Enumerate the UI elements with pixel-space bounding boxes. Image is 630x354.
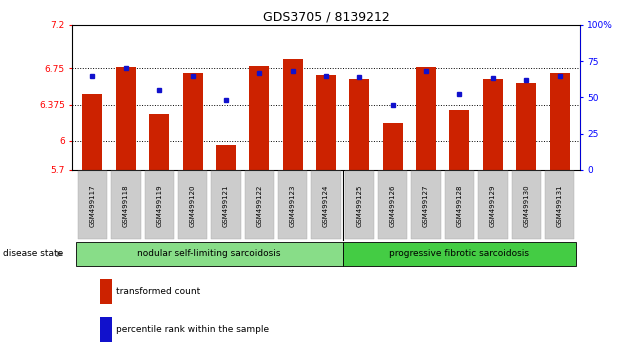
FancyBboxPatch shape [111,171,140,239]
Text: GSM499126: GSM499126 [390,184,396,227]
Text: GSM499122: GSM499122 [256,184,262,227]
Text: percentile rank within the sample: percentile rank within the sample [117,325,270,334]
FancyBboxPatch shape [76,242,343,266]
Text: GSM499118: GSM499118 [123,184,129,227]
FancyBboxPatch shape [411,171,441,239]
FancyBboxPatch shape [343,242,576,266]
FancyBboxPatch shape [545,171,575,239]
FancyBboxPatch shape [211,171,241,239]
FancyBboxPatch shape [178,171,207,239]
FancyBboxPatch shape [244,171,274,239]
Title: GDS3705 / 8139212: GDS3705 / 8139212 [263,11,389,24]
Text: GSM499124: GSM499124 [323,184,329,227]
Bar [549,73,570,170]
FancyBboxPatch shape [345,171,374,239]
Text: disease state: disease state [3,250,64,258]
Text: GSM499119: GSM499119 [156,184,162,227]
Bar [116,67,136,170]
Bar [316,75,336,170]
FancyBboxPatch shape [512,171,541,239]
Bar [183,73,203,170]
Text: transformed count: transformed count [117,287,200,296]
FancyBboxPatch shape [311,171,341,239]
Bar [350,79,369,170]
FancyBboxPatch shape [144,171,174,239]
FancyBboxPatch shape [77,171,107,239]
Bar [383,124,403,170]
FancyBboxPatch shape [478,171,508,239]
Text: GSM499130: GSM499130 [524,184,529,227]
Bar [449,110,469,170]
Text: GSM499117: GSM499117 [89,184,96,227]
FancyBboxPatch shape [378,171,408,239]
Bar [83,95,103,170]
Text: progressive fibrotic sarcoidosis: progressive fibrotic sarcoidosis [389,250,529,258]
Text: GSM499129: GSM499129 [490,184,496,227]
FancyBboxPatch shape [445,171,474,239]
Text: GSM499131: GSM499131 [556,184,563,227]
Text: GSM499123: GSM499123 [290,184,295,227]
Bar [216,145,236,170]
Bar [283,59,302,170]
Text: GSM499121: GSM499121 [223,184,229,227]
Text: GSM499125: GSM499125 [357,184,362,227]
Text: nodular self-limiting sarcoidosis: nodular self-limiting sarcoidosis [137,250,281,258]
Text: GSM499128: GSM499128 [457,184,462,227]
FancyBboxPatch shape [278,171,307,239]
Bar [100,279,112,304]
Text: GSM499127: GSM499127 [423,184,429,227]
Bar [249,67,269,170]
Bar [100,317,112,343]
Bar [149,114,169,170]
Text: GSM499120: GSM499120 [190,184,195,227]
Bar [516,83,536,170]
Bar [416,67,436,170]
Bar [483,79,503,170]
